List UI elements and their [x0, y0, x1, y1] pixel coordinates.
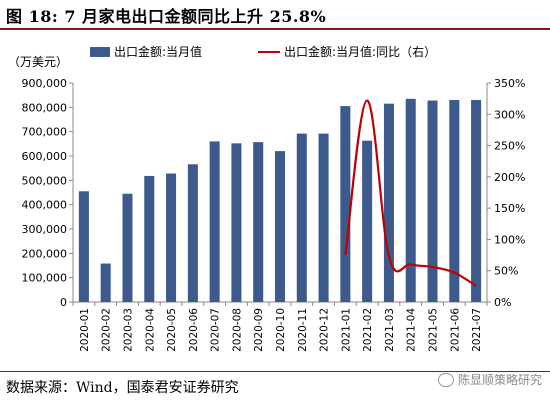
bar: [187, 164, 198, 302]
y-left-tick-label: 900,000: [22, 77, 68, 90]
x-tick-label: 2020-11: [297, 308, 309, 352]
bar: [471, 100, 482, 303]
x-tick-label: 2021-05: [428, 308, 440, 352]
bar: [166, 173, 177, 302]
x-tick-label: 2021-02: [362, 308, 374, 352]
x-tick-label: 2021-06: [449, 308, 461, 352]
source-note: 数据来源：Wind，国泰君安证券研究: [6, 380, 239, 396]
x-tick-label: 2020-12: [319, 308, 331, 352]
bar: [362, 140, 373, 302]
watermark-text: 陈显顺策略研究: [457, 373, 542, 387]
x-tick-label: 2020-08: [231, 308, 243, 352]
y-left-tick-label: 0: [60, 296, 67, 309]
bar: [340, 106, 351, 302]
watermark: 陈显顺策略研究: [437, 371, 542, 388]
bar: [122, 193, 133, 302]
x-tick-label: 2020-05: [166, 308, 178, 352]
y-right-tick-label: 250%: [494, 140, 525, 153]
y-left-tick-label: 600,000: [22, 150, 68, 163]
unit-label: （万美元）: [8, 55, 68, 69]
y-left-tick-label: 500,000: [22, 174, 68, 187]
y-right-tick-label: 50%: [494, 265, 518, 278]
y-left-tick-label: 800,000: [22, 101, 68, 114]
chart: （万美元） 出口金额:当月值 出口金额:当月值:同比（右） 0 100,000 200,0…: [8, 44, 525, 352]
bar: [100, 263, 111, 302]
figure-title: 图 18: 7 月家电出口金额同比上升 25.8%: [6, 7, 327, 26]
bar: [144, 175, 155, 302]
legend-label-bar: 出口金额:当月值: [114, 44, 202, 59]
wechat-icon: [437, 372, 454, 387]
legend-swatch-bar: [90, 47, 110, 57]
y-right-tick-label: 0%: [494, 296, 511, 309]
x-tick-label: 2021-03: [384, 308, 396, 352]
series-line-yoy: [344, 99, 477, 287]
x-tick-label: 2020-03: [122, 308, 134, 352]
x-tick-label: 2020-01: [79, 308, 91, 352]
x-tick-label: 2020-07: [210, 308, 222, 352]
x-tick-label: 2020-02: [101, 308, 113, 352]
title-divider: [0, 28, 550, 30]
x-tick-label: 2020-04: [144, 308, 156, 352]
bar: [296, 133, 307, 302]
y-right-tick-label: 350%: [494, 77, 525, 90]
y-right-tick-label: 100%: [494, 233, 525, 246]
y-right-tick-label: 300%: [494, 108, 525, 121]
bar: [318, 133, 329, 302]
y-right-tick-label: 200%: [494, 171, 525, 184]
x-tick-label: 2021-01: [340, 308, 352, 352]
bar: [383, 103, 394, 302]
legend-label-line: 出口金额:当月值:同比（右）: [284, 44, 436, 59]
x-tick-label: 2021-04: [406, 308, 418, 352]
x-tick-label: 2021-07: [471, 308, 483, 352]
bar: [253, 142, 264, 302]
y-left-tick-label: 200,000: [22, 247, 68, 260]
x-tick-label: 2020-06: [188, 308, 200, 352]
x-tick-label: 2020-10: [275, 308, 287, 352]
y-right-tick-label: 150%: [494, 202, 525, 215]
footer-divider: [0, 371, 550, 372]
bar: [231, 143, 242, 302]
bar: [78, 191, 89, 302]
bar: [209, 141, 220, 302]
y-left-tick-label: 100,000: [22, 272, 68, 285]
bar: [274, 151, 286, 302]
y-left-tick-label: 300,000: [22, 223, 68, 236]
y-left-tick-label: 700,000: [22, 126, 68, 139]
y-left-tick-label: 400,000: [22, 199, 68, 212]
bar: [427, 100, 438, 303]
x-tick-label: 2020-09: [253, 308, 265, 352]
bar: [449, 100, 460, 303]
bar: [405, 98, 416, 302]
